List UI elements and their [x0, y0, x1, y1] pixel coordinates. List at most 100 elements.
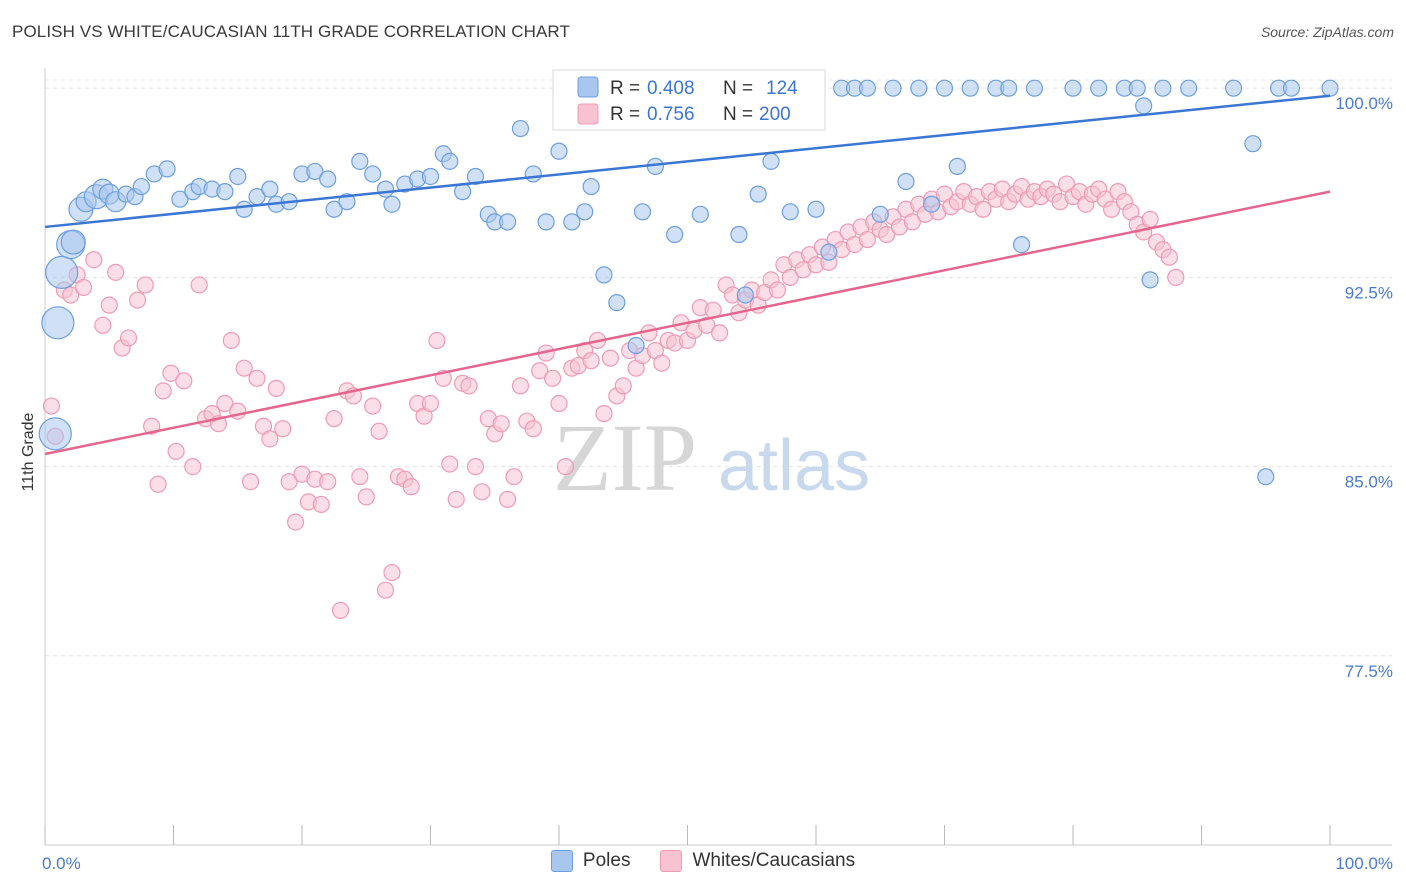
poles-point [421, 167, 440, 186]
whites-caucasians-point [858, 230, 877, 249]
poles-point [158, 160, 176, 178]
whites-caucasians-point [280, 473, 298, 491]
source-label: Source: ZipAtlas.com [1260, 24, 1394, 40]
poles-point [171, 190, 189, 208]
stats-swatch-poles [577, 76, 599, 98]
poles-point [1128, 79, 1146, 97]
whites-caucasians-point [175, 372, 193, 390]
whites-caucasians-point [167, 442, 185, 461]
whites-caucasians-point [1160, 248, 1178, 266]
poles-point [1282, 79, 1301, 97]
poles-point [820, 243, 838, 261]
poles-point [762, 152, 780, 170]
whites-caucasians-point [524, 420, 542, 438]
whites-caucasians-point [274, 420, 292, 438]
poles-point [910, 79, 928, 97]
trendline-whites-caucasians [44, 190, 1331, 456]
whites-caucasians-point [312, 495, 330, 514]
whites-caucasians-point [128, 291, 147, 309]
poles-point [60, 229, 86, 255]
stats-r-value-whites: 0.756 [647, 104, 695, 125]
poles-point [306, 162, 324, 181]
watermark-atlas: atlas [718, 426, 870, 506]
whites-caucasians-point [447, 490, 465, 508]
legend-swatch-whites-caucasians [660, 850, 683, 872]
legend-label-poles: Poles [582, 850, 631, 871]
poles-point [38, 417, 72, 451]
poles-point [376, 180, 395, 198]
series-whites-caucasians [42, 175, 1185, 619]
poles-point [858, 79, 877, 97]
whites-caucasians-point [460, 377, 478, 395]
whites-caucasians-point [42, 397, 61, 415]
whites-caucasians-point [351, 468, 369, 486]
whites-caucasians-point [711, 324, 729, 342]
whites-caucasians-point [1167, 268, 1185, 286]
whites-caucasians-point [499, 490, 517, 508]
stats-r-label-whites: R = [610, 104, 640, 125]
stats-legend: R = 0.408 N = 124 R = 0.756 N = 200 [552, 69, 826, 131]
whites-caucasians-point [184, 457, 202, 476]
legend-label-whites-caucasians: Whites/Caucasians [692, 850, 856, 871]
poles-point [1012, 235, 1031, 254]
whites-caucasians-point [331, 601, 350, 619]
x-tick-label-left: 0.0% [42, 854, 81, 873]
poles-point [1225, 79, 1243, 97]
poles-point [633, 203, 652, 221]
series-legend: Poles Whites/Caucasians [0, 850, 1406, 872]
whites-caucasians-point [601, 349, 620, 367]
whites-caucasians-point [466, 457, 485, 476]
stats-n-value-poles: 124 [766, 78, 798, 99]
whites-caucasians-point [286, 513, 305, 531]
whites-caucasians-point [582, 352, 600, 370]
series-poles [38, 79, 1339, 486]
whites-caucasians-point [768, 281, 787, 299]
poles-point [550, 142, 568, 160]
poles-point [537, 213, 555, 231]
poles-point [511, 119, 530, 138]
legend-swatch-poles [550, 850, 573, 872]
whites-caucasians-point [107, 263, 125, 281]
poles-point [576, 203, 594, 221]
poles-point [595, 266, 613, 284]
poles-point [666, 225, 684, 244]
poles-point [807, 200, 825, 218]
x-tick-label-right: 100.0% [1335, 854, 1393, 873]
poles-point [897, 172, 915, 191]
whites-caucasians-point [319, 473, 337, 491]
axes [44, 68, 1392, 846]
whites-caucasians-point [383, 563, 401, 582]
trendlines [44, 94, 1331, 456]
poles-point [935, 79, 954, 97]
whites-caucasians-point [698, 316, 716, 334]
chart-title: POLISH VS WHITE/CAUCASIAN 11TH GRADE COR… [12, 22, 570, 41]
poles-point [961, 79, 979, 97]
whites-caucasians-point [614, 377, 632, 395]
whites-caucasians-point [974, 200, 992, 218]
whites-caucasians-point [149, 475, 167, 493]
legend-item-poles[interactable]: Poles [550, 850, 631, 872]
stats-n-label-whites: N = [723, 104, 753, 125]
poles-point [229, 167, 247, 186]
whites-caucasians-point [267, 379, 285, 397]
whites-caucasians-point [370, 422, 388, 440]
legend-item-whites-caucasians[interactable]: Whites/Caucasians [660, 850, 855, 872]
poles-point [563, 213, 581, 231]
whites-caucasians-point [119, 329, 138, 347]
whites-caucasians-point [1141, 210, 1159, 228]
poles-point [691, 205, 709, 223]
poles-point [781, 203, 799, 221]
y-tick-label: 77.5% [1345, 662, 1393, 681]
poles-point [235, 200, 253, 218]
whites-caucasians-point [473, 483, 491, 501]
poles-point [1141, 271, 1159, 289]
whites-caucasians-point [261, 430, 279, 448]
trendline-poles [44, 94, 1331, 229]
poles-point [364, 165, 382, 183]
poles-point [582, 177, 600, 196]
stats-swatch-whites [577, 103, 599, 125]
y-axis-title: 11th Grade [20, 412, 37, 491]
whites-caucasians-point [903, 213, 921, 231]
poles-point [1090, 79, 1108, 97]
